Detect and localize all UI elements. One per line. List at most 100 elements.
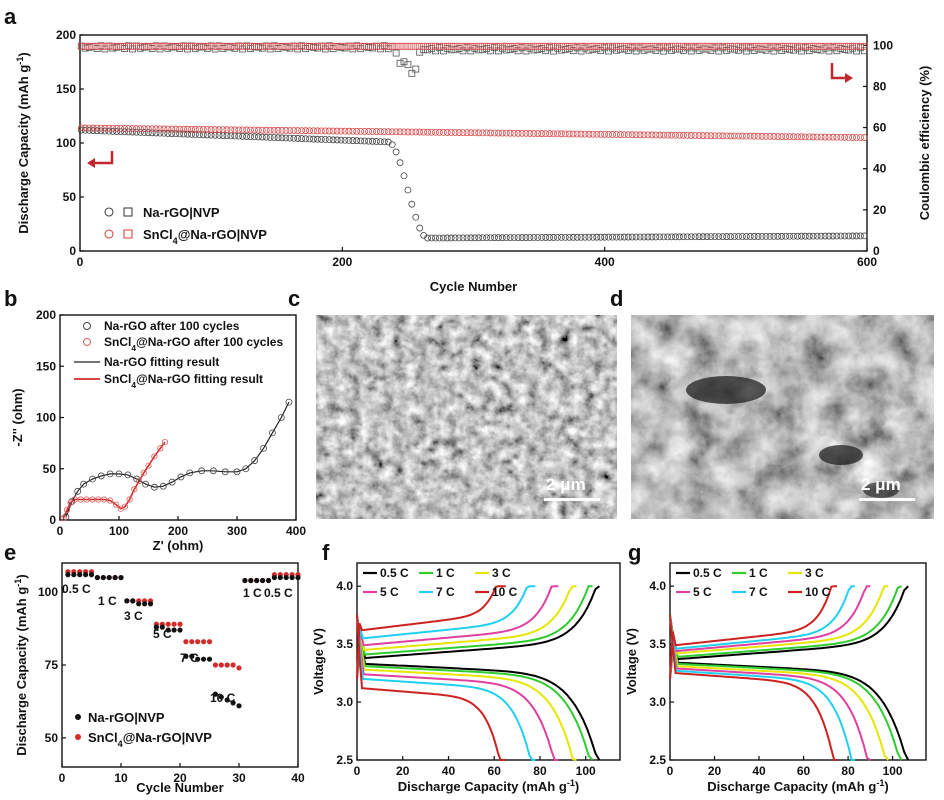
capacity-point-sncl4 xyxy=(691,132,699,139)
rate-point-na-rgo xyxy=(100,574,106,581)
efficiency-point-sncl4 xyxy=(676,42,683,50)
capacity-point-sncl4 xyxy=(837,133,845,141)
capacity-point-sncl4 xyxy=(857,134,864,141)
efficiency-point-sncl4 xyxy=(738,42,746,50)
efficiency-point-sncl4 xyxy=(136,42,144,50)
efficiency-point-sncl4 xyxy=(526,42,534,50)
x-tick-label-f: 80 xyxy=(533,764,547,778)
capacity-point-na-rgo xyxy=(207,131,215,139)
efficiency-point-sncl4 xyxy=(349,42,357,50)
rate-label-e-1: 1 C xyxy=(98,594,117,608)
capacity-point-sncl4 xyxy=(302,127,310,135)
capacity-point-sncl4 xyxy=(369,128,376,135)
capacity-point-na-rgo xyxy=(306,135,313,143)
capacity-point-na-rgo xyxy=(286,134,294,142)
eis-point-sncl4 xyxy=(77,496,84,503)
capacity-point-na-rgo xyxy=(624,233,632,241)
legend-label-e-0: Na-rGO|NVP xyxy=(88,710,165,725)
efficiency-point-sncl4 xyxy=(89,42,97,50)
scale-bar-d xyxy=(859,498,915,501)
rate-point-na-rgo xyxy=(277,574,283,581)
x-tick-label-e: 10 xyxy=(114,771,128,785)
rate-point-na-rgo xyxy=(283,574,289,581)
legend-label-a-1: SnCl4​@Na-rGO|NVP xyxy=(143,227,267,246)
capacity-point-sncl4 xyxy=(380,128,388,136)
capacity-point-sncl4 xyxy=(679,131,687,139)
eis-point-na-rgo xyxy=(80,480,87,488)
capacity-point-na-rgo xyxy=(676,233,683,241)
efficiency-point-sncl4 xyxy=(498,42,506,50)
y-tick-label-a: 50 xyxy=(63,190,77,204)
charge-curve-g-4 xyxy=(669,585,855,679)
eis-point-na-rgo xyxy=(159,482,167,490)
efficiency-point-sncl4 xyxy=(711,42,719,50)
efficiency-point-sncl4 xyxy=(388,42,396,50)
efficiency-point-sncl4 xyxy=(376,42,384,50)
capacity-point-na-rgo xyxy=(412,213,420,221)
rate-label-e-6: 1 C xyxy=(243,586,262,600)
efficiency-point-sncl4 xyxy=(652,42,660,50)
legend-label-g-0: 0.5 C xyxy=(693,566,722,580)
capacity-point-na-rgo xyxy=(160,129,168,137)
capacity-point-sncl4 xyxy=(813,133,821,141)
efficiency-point-sncl4 xyxy=(192,42,199,50)
efficiency-point-sncl4 xyxy=(412,42,420,50)
capacity-point-na-rgo xyxy=(613,233,620,241)
eis-point-sncl4 xyxy=(60,514,67,522)
y-right-tick-label-a: 0 xyxy=(873,244,880,258)
efficiency-point-sncl4 xyxy=(369,42,376,50)
capacity-point-na-rgo xyxy=(609,233,616,241)
rate-label-e-0: 0.5 C xyxy=(62,582,91,596)
y-tick-label-g: 3.5 xyxy=(649,637,666,651)
capacity-point-na-rgo xyxy=(199,131,207,139)
efficiency-point-sncl4 xyxy=(483,42,491,50)
efficiency-point-sncl4 xyxy=(538,42,546,50)
capacity-point-sncl4 xyxy=(282,127,290,134)
capacity-point-na-rgo xyxy=(156,129,164,137)
y-tick-label-g: 3.0 xyxy=(649,695,666,709)
capacity-point-sncl4 xyxy=(447,129,455,136)
efficiency-point-sncl4 xyxy=(762,42,770,50)
sem-texture-c xyxy=(316,315,617,519)
capacity-point-sncl4 xyxy=(546,130,553,138)
capacity-point-na-rgo xyxy=(605,233,613,241)
x-tick-label-f: 100 xyxy=(576,764,596,778)
capacity-point-sncl4 xyxy=(329,127,337,135)
efficiency-point-na-rgo xyxy=(388,43,396,50)
efficiency-point-na-rgo xyxy=(790,46,797,54)
y-tick-label-b: 200 xyxy=(36,308,56,322)
efficiency-point-sncl4 xyxy=(93,42,101,50)
capacity-point-na-rgo xyxy=(801,232,809,240)
capacity-point-sncl4 xyxy=(624,131,632,139)
efficiency-point-sncl4 xyxy=(325,42,333,50)
capacity-point-sncl4 xyxy=(510,129,518,137)
legend-label-b-1: SnCl4​@Na-rGO after 100 cycles xyxy=(104,335,283,353)
efficiency-point-na-rgo xyxy=(707,46,715,54)
x-tick-label-a: 600 xyxy=(857,255,877,269)
capacity-point-sncl4 xyxy=(483,129,491,137)
charge-curve-g-3 xyxy=(669,585,871,679)
y-axis-title-g: Voltage (V) xyxy=(624,628,639,695)
capacity-point-na-rgo xyxy=(282,134,290,142)
capacity-point-sncl4 xyxy=(211,126,219,133)
y-axis-title-a: Discharge Capacity (mAh g-1​) xyxy=(15,52,31,234)
efficiency-point-sncl4 xyxy=(420,42,428,50)
capacity-point-sncl4 xyxy=(676,131,683,139)
efficiency-point-sncl4 xyxy=(396,42,404,50)
efficiency-point-sncl4 xyxy=(636,42,644,50)
sem-image-d: 2 μm xyxy=(631,315,934,519)
rate-point-na-rgo xyxy=(112,574,118,581)
capacity-point-sncl4 xyxy=(168,125,176,133)
panel-letter-g: g xyxy=(628,540,641,565)
capacity-point-na-rgo xyxy=(554,234,561,241)
capacity-point-na-rgo xyxy=(794,232,801,240)
capacity-point-sncl4 xyxy=(176,125,184,133)
capacity-point-sncl4 xyxy=(727,132,734,140)
efficiency-point-sncl4 xyxy=(400,42,408,50)
capacity-point-sncl4 xyxy=(144,125,152,133)
capacity-point-sncl4 xyxy=(774,133,782,140)
x-tick-label-f: 20 xyxy=(396,764,410,778)
capacity-point-na-rgo xyxy=(860,232,868,240)
capacity-point-na-rgo xyxy=(380,138,388,146)
capacity-point-na-rgo xyxy=(345,137,353,144)
